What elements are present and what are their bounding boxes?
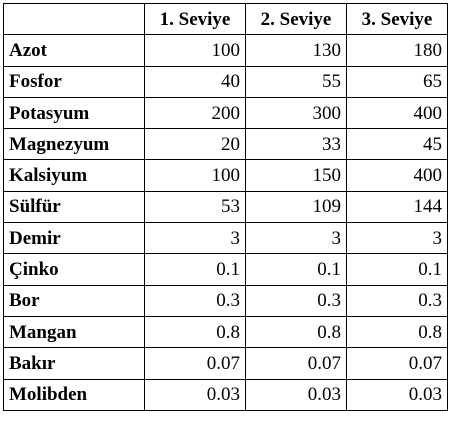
table-row: Magnezyum 20 33 45 (3, 128, 448, 161)
value-cell-level-3: 0.1 (346, 253, 448, 286)
value-cell-level-1: 40 (144, 65, 246, 98)
value-cell-level-3: 65 (346, 65, 448, 98)
value-cell-level-1: 53 (144, 190, 246, 224)
value-cell-level-2: 109 (245, 190, 347, 224)
value-cell-level-1: 200 (144, 96, 246, 130)
value-cell-level-2: 0.03 (245, 378, 347, 411)
table-body: 1. Seviye 2. Seviye 3. Seviye Azot 100 130… (3, 2, 448, 411)
value-cell-level-2: 0.8 (245, 315, 347, 349)
table-row: Fosfor 40 55 65 (3, 65, 448, 98)
row-label: Azot (3, 34, 145, 67)
value-cell-level-3: 3 (346, 222, 448, 255)
table-row: Kalsiyum 100 150 400 (3, 159, 448, 192)
row-label: Molibden (3, 378, 145, 411)
value-cell-level-3: 45 (346, 128, 448, 161)
row-label: Bakır (3, 347, 145, 380)
table-row: Bor 0.3 0.3 0.3 (3, 284, 448, 317)
row-label: Bor (3, 284, 145, 317)
nutrient-level-table: 1. Seviye 2. Seviye 3. Seviye Azot 100 130… (3, 2, 448, 411)
column-header-level-3: 3. Seviye (346, 2, 448, 36)
table-row: Azot 100 130 180 (3, 34, 448, 67)
value-cell-level-2: 150 (245, 159, 347, 192)
value-cell-level-2: 300 (245, 96, 347, 130)
value-cell-level-1: 20 (144, 128, 246, 161)
table-row: Sülfür 53 109 144 (3, 190, 448, 224)
row-label: Sülfür (3, 190, 145, 224)
value-cell-level-1: 0.3 (144, 284, 246, 317)
value-cell-level-3: 0.03 (346, 378, 448, 411)
column-header-level-1: 1. Seviye (144, 2, 246, 36)
value-cell-level-1: 0.8 (144, 315, 246, 349)
value-cell-level-2: 33 (245, 128, 347, 161)
row-label: Mangan (3, 315, 145, 349)
value-cell-level-1: 0.07 (144, 347, 246, 380)
value-cell-level-2: 55 (245, 65, 347, 98)
value-cell-level-3: 400 (346, 159, 448, 192)
header-corner-cell (3, 2, 145, 36)
value-cell-level-3: 180 (346, 34, 448, 67)
row-label: Magnezyum (3, 128, 145, 161)
value-cell-level-3: 400 (346, 96, 448, 130)
value-cell-level-1: 100 (144, 159, 246, 192)
table-row: Molibden 0.03 0.03 0.03 (3, 378, 448, 411)
row-label: Demir (3, 222, 145, 255)
column-header-level-2: 2. Seviye (245, 2, 347, 36)
value-cell-level-2: 0.07 (245, 347, 347, 380)
table-row: Çinko 0.1 0.1 0.1 (3, 253, 448, 286)
table-row: Mangan 0.8 0.8 0.8 (3, 315, 448, 349)
value-cell-level-1: 3 (144, 222, 246, 255)
table-row: Demir 3 3 3 (3, 222, 448, 255)
value-cell-level-2: 0.3 (245, 284, 347, 317)
value-cell-level-3: 0.3 (346, 284, 448, 317)
value-cell-level-1: 100 (144, 34, 246, 67)
table-row: Potasyum 200 300 400 (3, 96, 448, 130)
value-cell-level-2: 130 (245, 34, 347, 67)
value-cell-level-3: 0.8 (346, 315, 448, 349)
row-label: Kalsiyum (3, 159, 145, 192)
row-label: Fosfor (3, 65, 145, 98)
value-cell-level-1: 0.1 (144, 253, 246, 286)
row-label: Çinko (3, 253, 145, 286)
value-cell-level-3: 0.07 (346, 347, 448, 380)
value-cell-level-2: 0.1 (245, 253, 347, 286)
value-cell-level-1: 0.03 (144, 378, 246, 411)
header-row: 1. Seviye 2. Seviye 3. Seviye (3, 2, 448, 36)
value-cell-level-2: 3 (245, 222, 347, 255)
value-cell-level-3: 144 (346, 190, 448, 224)
row-label: Potasyum (3, 96, 145, 130)
table-row: Bakır 0.07 0.07 0.07 (3, 347, 448, 380)
